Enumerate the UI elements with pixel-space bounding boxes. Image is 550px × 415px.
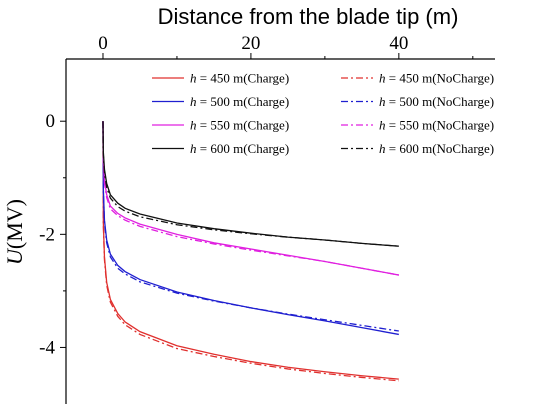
legend-label: h = 450 m(NoCharge) bbox=[379, 71, 494, 86]
x-axis-title: Distance from the blade tip (m) bbox=[158, 4, 459, 29]
legend-label: h = 550 m(NoCharge) bbox=[379, 118, 494, 133]
legend-label: h = 500 m(NoCharge) bbox=[379, 94, 494, 109]
series-layer bbox=[102, 121, 399, 382]
series-line-0 bbox=[102, 121, 399, 380]
series-line-3 bbox=[102, 121, 399, 332]
x-tick-label: 20 bbox=[241, 33, 260, 54]
y-axis-title-unit: (MV) bbox=[2, 199, 27, 249]
y-tick-label: 0 bbox=[46, 111, 56, 132]
legend-label: h = 600 m(NoCharge) bbox=[379, 141, 494, 156]
y-ticks: 0 -2 -4 bbox=[39, 111, 66, 358]
series-line-6 bbox=[102, 121, 399, 247]
legend-label: h = 450 m(Charge) bbox=[190, 71, 289, 86]
series-line-7 bbox=[102, 121, 399, 247]
series-line-1 bbox=[102, 121, 399, 382]
legend: h = 450 m(Charge) h = 450 m(NoCharge) h = … bbox=[152, 71, 494, 156]
x-tick-label: 40 bbox=[389, 33, 408, 54]
y-tick-label: -4 bbox=[39, 337, 55, 358]
y-axis-title-symbol: U bbox=[2, 247, 27, 265]
legend-label: h = 600 m(Charge) bbox=[190, 141, 289, 156]
legend-label: h = 550 m(Charge) bbox=[190, 118, 289, 133]
legend-label: h = 500 m(Charge) bbox=[190, 94, 289, 109]
y-axis-title: U(MV) bbox=[2, 199, 27, 265]
x-tick-label: 0 bbox=[98, 33, 108, 54]
y-tick-label: -2 bbox=[39, 224, 55, 245]
x-ticks: 0 20 40 bbox=[98, 33, 474, 59]
series-line-5 bbox=[102, 121, 399, 276]
